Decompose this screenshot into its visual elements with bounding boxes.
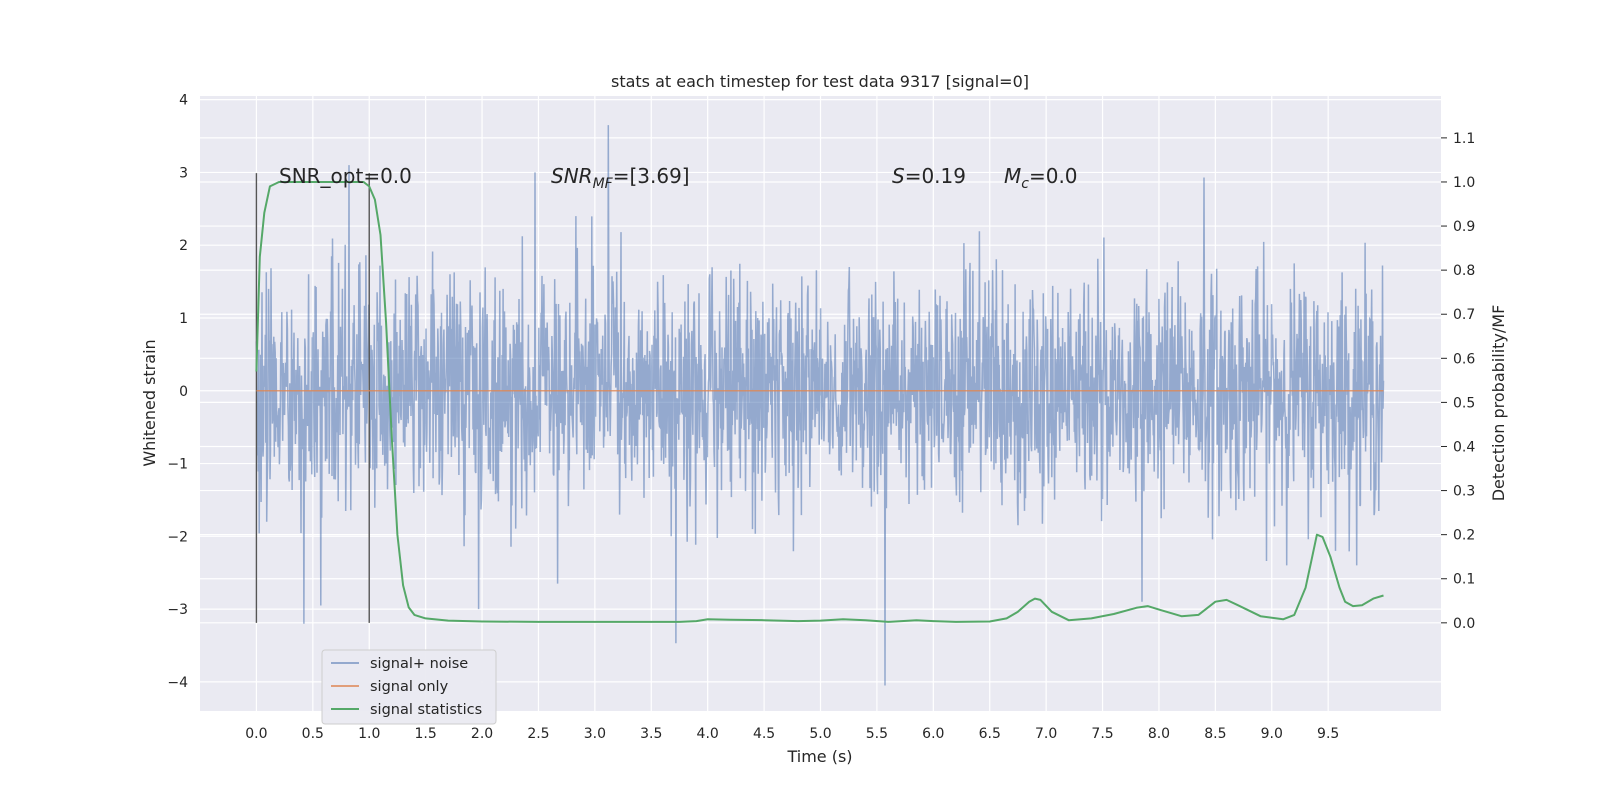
y-right-tick-label: 0.7 <box>1453 307 1475 323</box>
y-left-tick-label: 1 <box>179 311 188 327</box>
x-tick-label: 0.0 <box>245 726 267 742</box>
y-right-tick-label: 0.4 <box>1453 439 1475 455</box>
x-tick-label: 2.0 <box>471 726 493 742</box>
chart-title: stats at each timestep for test data 931… <box>611 72 1029 91</box>
legend: signal+ noise signal only signal statist… <box>321 649 497 725</box>
y-right-tick-label: 0.9 <box>1453 219 1475 235</box>
x-tick-label: 1.0 <box>358 726 380 742</box>
y-left-tick-label: −3 <box>167 602 188 618</box>
x-tick-label: 0.5 <box>302 726 324 742</box>
signal-noise-series <box>255 125 1385 686</box>
y-left-tick-label: 2 <box>179 238 188 254</box>
x-axis-label: Time (s) <box>786 747 852 766</box>
legend-box <box>321 649 497 725</box>
x-tick-label: 9.0 <box>1261 726 1283 742</box>
y-right-tick-label: 0.1 <box>1453 572 1475 588</box>
annotation-mc: Mc=0.0 <box>1004 164 1078 192</box>
y-right-tick-label: 0.8 <box>1453 263 1475 279</box>
y-right-tick-label: 0.0 <box>1453 616 1475 632</box>
x-tick-label: 8.0 <box>1148 726 1170 742</box>
annotation-snr-opt: SNR_opt=0.0 <box>279 164 412 188</box>
legend-label-signal-statistics: signal statistics <box>370 702 482 718</box>
y-right-tick-label: 0.3 <box>1453 484 1475 500</box>
y-left-axis-label: Whitened strain <box>140 339 159 466</box>
x-tick-label: 7.5 <box>1091 726 1113 742</box>
y-right-tick-label: 1.1 <box>1453 131 1475 147</box>
y-right-tick-label: 1.0 <box>1453 175 1475 191</box>
signal-statistics-series <box>255 181 1384 623</box>
x-tick-label: 9.5 <box>1317 726 1339 742</box>
y-right-tick-label: 0.2 <box>1453 528 1475 544</box>
vertical-markers <box>255 173 370 623</box>
x-tick-label: 6.0 <box>922 726 944 742</box>
legend-label-signal-noise: signal+ noise <box>370 656 468 672</box>
x-tick-label: 1.5 <box>415 726 437 742</box>
x-tick-label: 3.0 <box>584 726 606 742</box>
x-tick-label: 2.5 <box>527 726 549 742</box>
x-tick-label: 3.5 <box>640 726 662 742</box>
y-right-tick-label: 0.6 <box>1453 351 1475 367</box>
x-tick-labels: 0.0 0.5 1.0 1.5 2.0 2.5 3.0 3.5 4.0 4.5 5.0 5.5 6.0 6… <box>245 726 1339 742</box>
x-tick-label: 4.0 <box>697 726 719 742</box>
y-right-tick-label: 0.5 <box>1453 395 1475 411</box>
y-left-tick-label: 0 <box>179 384 188 400</box>
y-left-tick-label: 3 <box>179 165 188 181</box>
y-left-tick-labels: −4 −3 −2 −1 0 1 2 3 4 <box>167 93 188 691</box>
legend-label-signal-only: signal only <box>370 679 449 695</box>
x-tick-label: 4.5 <box>753 726 775 742</box>
signal-statistics-line <box>255 181 1384 623</box>
annotation-snr-mf: SNRMF=[3.69] <box>551 164 690 192</box>
signal-noise-line <box>255 125 1385 686</box>
x-tick-label: 8.5 <box>1204 726 1226 742</box>
y-left-tick-label: −1 <box>167 457 188 473</box>
y-left-tick-label: 4 <box>179 93 188 109</box>
y-right-tick-labels: 0.0 0.1 0.2 0.3 0.4 0.5 0.6 0.7 0.8 0.9 1.0 1.1 <box>1441 131 1475 632</box>
y-left-tick-label: −2 <box>167 529 188 545</box>
annotation-s: S=0.19 <box>892 164 966 188</box>
x-tick-label: 7.0 <box>1035 726 1057 742</box>
y-right-axis-label: Detection probability/MF <box>1489 305 1508 502</box>
x-tick-label: 6.5 <box>979 726 1001 742</box>
x-tick-label: 5.0 <box>809 726 831 742</box>
x-tick-label: 5.5 <box>866 726 888 742</box>
y-left-tick-label: −4 <box>167 675 188 691</box>
